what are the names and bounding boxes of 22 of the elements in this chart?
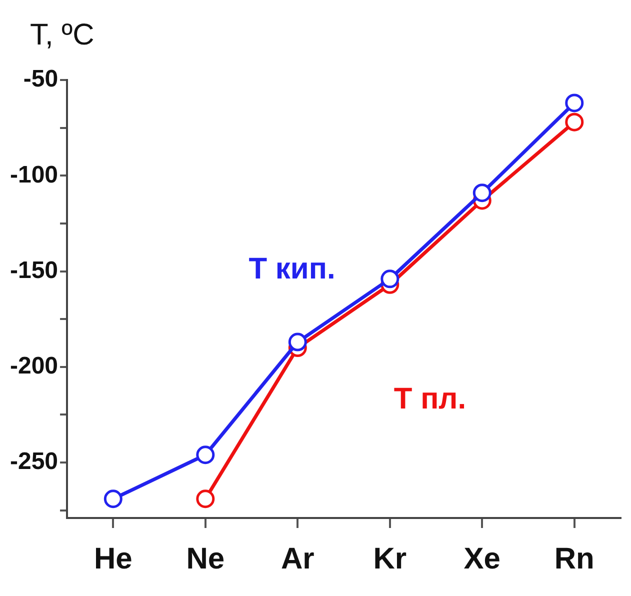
point — [196, 490, 215, 508]
y-tick-label: -100 — [10, 161, 58, 188]
x-tick-label: Rn — [554, 542, 594, 576]
x-tick-label: He — [94, 542, 132, 576]
point — [196, 446, 215, 464]
point — [380, 270, 400, 288]
point — [472, 184, 492, 202]
y-tick-label: -50 — [23, 66, 58, 93]
y-tick-label: -200 — [10, 352, 58, 380]
text: T пл. — [394, 382, 466, 416]
y-tick-label: -250 — [10, 448, 58, 476]
series-label: T кип. — [248, 252, 336, 286]
point — [565, 94, 584, 112]
point — [288, 332, 307, 352]
x-tick-label: Ne — [186, 542, 225, 576]
point — [104, 490, 122, 508]
x-tick-label: Xe — [464, 542, 500, 576]
y-axis-title: T, ºC — [30, 18, 94, 52]
y-tick-label: -150 — [10, 256, 58, 284]
point — [565, 112, 584, 132]
x-tick-label: Kr — [373, 542, 407, 576]
x-tick-label: Ar — [280, 542, 315, 576]
